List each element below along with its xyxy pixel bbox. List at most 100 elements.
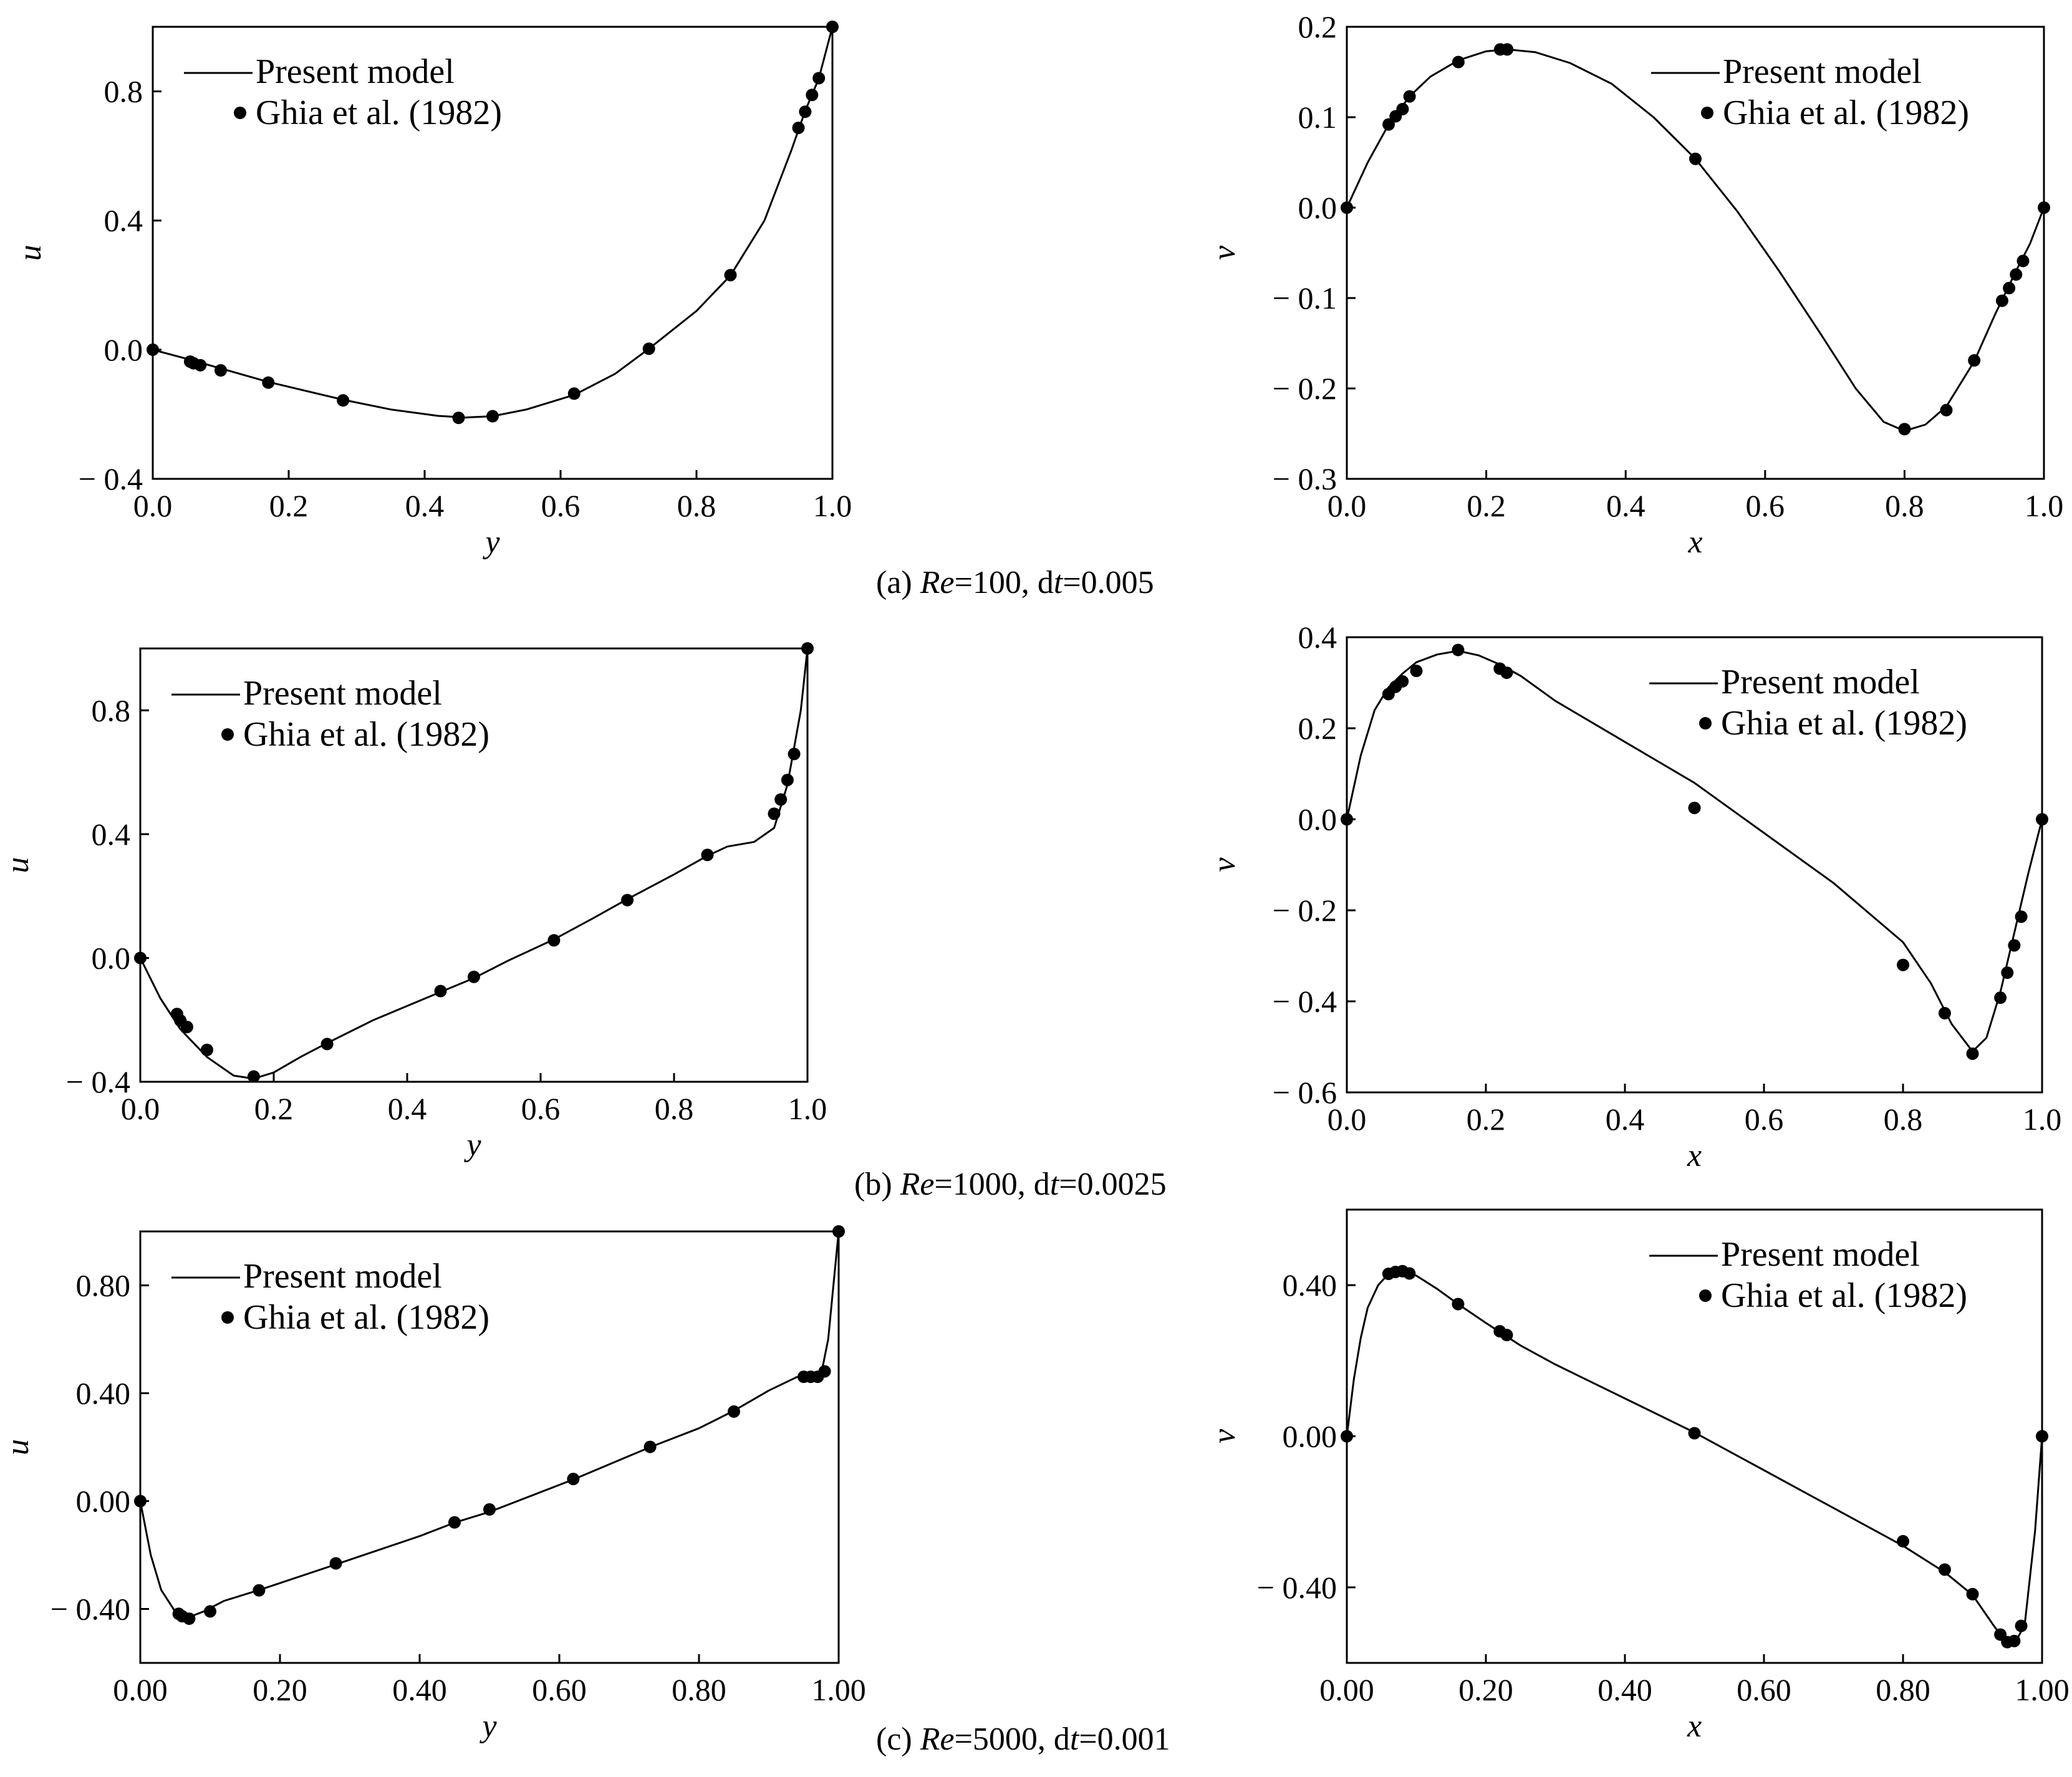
x-tick-label: 0.20 (253, 1672, 307, 1707)
data-point-ghia (1897, 958, 1909, 971)
data-point-ghia (337, 394, 350, 407)
data-point-ghia (134, 951, 147, 965)
legend-marker-swatch (221, 728, 234, 741)
y-axis-label: v (1207, 857, 1242, 872)
data-point-ghia (452, 412, 465, 425)
data-point-ghia (1500, 666, 1513, 679)
y-tick-label: − 0.40 (1257, 1570, 1337, 1605)
y-tick-label: 0.0 (104, 332, 143, 367)
caption-c: (c) Re=5000, dt=0.001 (876, 1722, 1170, 1757)
data-point-ghia (183, 1612, 196, 1625)
data-point-ghia (788, 748, 801, 761)
series-line-present-model (1347, 1269, 2042, 1645)
data-point-ghia (774, 793, 788, 806)
data-point-ghia (1966, 1587, 1979, 1601)
x-tick-label: 1.0 (2023, 1102, 2062, 1137)
series-line-present-model (153, 27, 832, 419)
data-point-ghia (2001, 966, 2014, 980)
data-point-ghia (2015, 1619, 2028, 1632)
y-tick-label: 0.00 (76, 1484, 131, 1519)
data-point-ghia (180, 1021, 193, 1034)
data-point-ghia (1995, 294, 2008, 307)
y-tick-label: − 0.3 (1273, 461, 1337, 496)
x-tick-label: 0.0 (121, 1091, 160, 1126)
chart-panel-6: 0.00 0.20 0.40 0.60 0.80 1.00 0.40 0.00 − 0.40 x v… (1207, 1208, 2070, 1744)
data-point-ghia (1341, 201, 1353, 214)
plot-frame (1346, 26, 2045, 480)
x-tick-label: 0.0 (1328, 1102, 1367, 1137)
legend-entry-ghia: Ghia et al. (1982) (243, 715, 489, 754)
y-tick-label: 0.40 (1283, 1268, 1337, 1303)
chart-panel-2: 0.0 0.2 0.4 0.6 0.8 1.0 0.2 0.1 0.0 − 0.1 − 0.2 − 0… (1207, 9, 2063, 560)
y-tick-label: − 0.1 (1273, 281, 1337, 315)
series-line-present-model (140, 648, 807, 1080)
data-point-ghia (818, 1365, 831, 1378)
x-tick-label: 0.8 (677, 488, 716, 523)
data-point-ghia (801, 642, 814, 655)
legend-entry-present-model: Present model (1723, 52, 1922, 91)
data-point-ghia (2010, 268, 2023, 281)
legend-entry-ghia: Ghia et al. (1982) (1723, 94, 1969, 132)
data-point-ghia (621, 893, 634, 907)
data-point-ghia (812, 72, 826, 85)
x-tick-label: 0.8 (1885, 488, 1924, 523)
x-tick-label: 0.2 (1467, 488, 1506, 523)
data-point-ghia (1501, 43, 1514, 56)
data-point-ghia (194, 359, 207, 372)
data-point-ghia (1403, 1267, 1416, 1280)
plot-frame (139, 647, 809, 1083)
data-point-ghia (1897, 1534, 1909, 1548)
x-tick-label: 0.80 (672, 1672, 726, 1707)
series-line-present-model (1347, 650, 2042, 1052)
data-point-ghia (483, 1503, 496, 1516)
data-point-ghia (247, 1070, 260, 1083)
data-point-ghia (448, 1516, 461, 1529)
chart-panel-1: 0.0 0.2 0.4 0.6 0.8 1.0− 0.40.00.40.8yuPresen… (12, 21, 852, 560)
x-tick-label: 0.20 (1458, 1672, 1513, 1707)
data-point-ghia (2036, 813, 2048, 826)
y-tick-label: − 0.4 (66, 1064, 130, 1099)
y-tick-label: 0.0 (1298, 190, 1337, 225)
x-tick-label: 0.0 (1328, 488, 1367, 523)
data-point-ghia (642, 342, 655, 355)
legend-marker-swatch (234, 107, 246, 119)
y-tick-label: 0.40 (76, 1376, 131, 1411)
data-point-ghia (1341, 813, 1353, 826)
data-point-ghia (826, 21, 839, 33)
chart-panel-3: 0.0 0.2 0.4 0.6 0.8 1.0− 0.40.00.40.8yuPresen… (0, 642, 827, 1163)
data-point-ghia (806, 89, 819, 102)
y-tick-label: 0.8 (92, 693, 131, 728)
x-tick-label: 0.4 (405, 488, 445, 523)
data-point-ghia (1898, 423, 1911, 436)
y-tick-label: 0.0 (1298, 802, 1337, 837)
data-point-ghia (2008, 939, 2021, 952)
data-point-ghia (1341, 1430, 1353, 1443)
data-point-ghia (320, 1038, 334, 1051)
x-tick-label: 1.0 (813, 488, 852, 523)
data-point-ghia (329, 1557, 342, 1570)
plot-frame (1346, 636, 2043, 1094)
data-point-ghia (214, 364, 227, 377)
data-point-ghia (2036, 1430, 2048, 1443)
data-point-ghia (147, 343, 159, 356)
data-point-ghia (567, 1473, 580, 1486)
legend-entry-ghia: Ghia et al. (1982) (256, 94, 502, 132)
x-tick-label: 1.00 (811, 1672, 866, 1707)
y-axis-label: v (1207, 245, 1242, 260)
data-point-ghia (1689, 152, 1702, 165)
legend-entry-present-model: Present model (256, 52, 455, 91)
data-point-ghia (547, 934, 561, 947)
x-tick-label: 0.40 (392, 1672, 447, 1707)
chart-panel-4: 0.0 0.2 0.4 0.6 0.8 1.0 0.4 0.2 0.0 − 0.2 − 0.4 − 0… (1207, 620, 2061, 1173)
x-tick-label: 0.40 (1597, 1672, 1652, 1707)
data-point-ghia (1396, 102, 1409, 115)
legend-entry-ghia: Ghia et al. (1982) (1721, 1276, 1967, 1315)
y-tick-label: 0.8 (104, 74, 143, 109)
y-axis-label: v (1207, 1428, 1242, 1443)
legend-entry-present-model: Present model (1721, 1235, 1920, 1274)
x-tick-label: 0.2 (254, 1091, 294, 1126)
data-point-ghia (262, 376, 275, 389)
data-point-ghia (1452, 55, 1465, 69)
legend-marker-swatch (1701, 107, 1713, 119)
